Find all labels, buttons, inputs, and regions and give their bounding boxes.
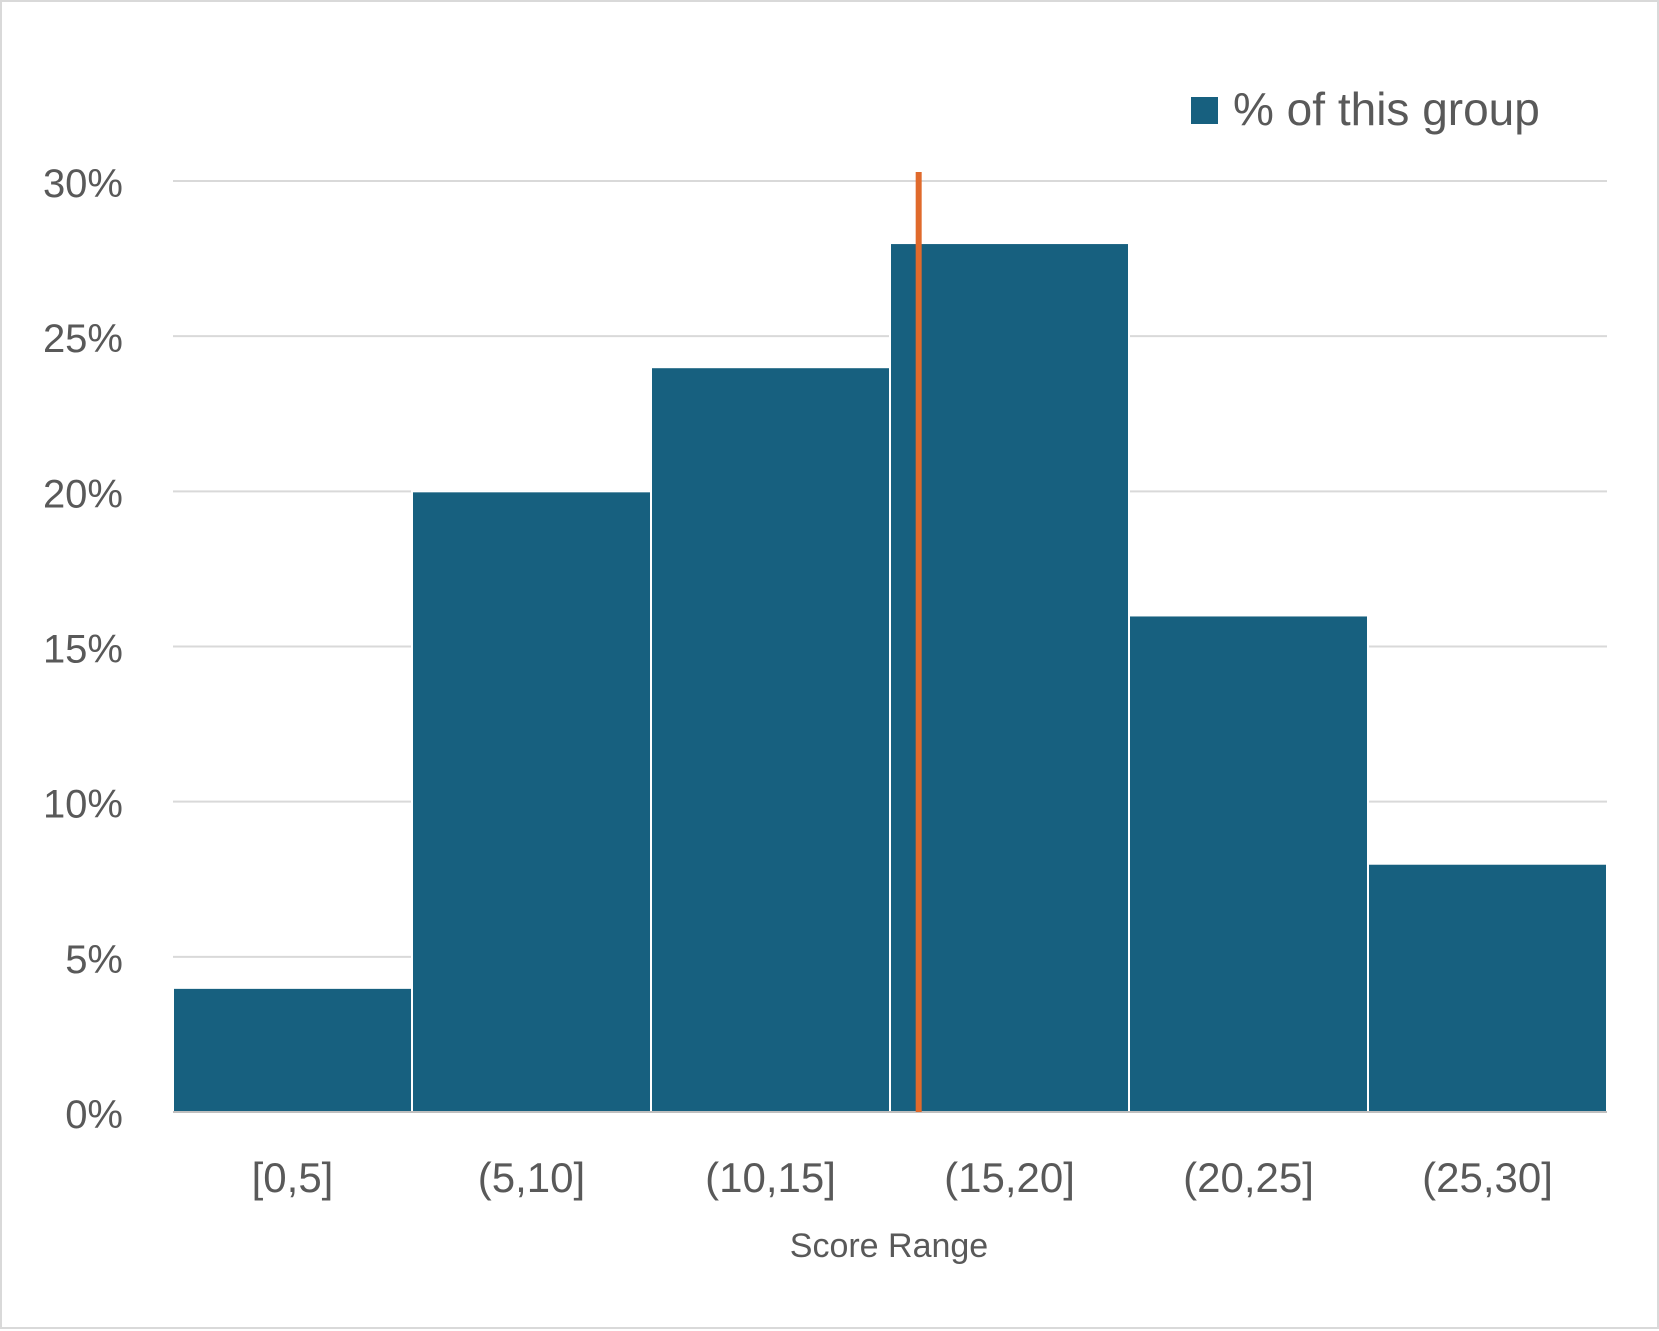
bar (1128, 614, 1369, 1113)
bar (172, 986, 413, 1113)
x-tick-label: (15,20] (944, 1154, 1075, 1201)
x-axis-title: Score Range (790, 1227, 988, 1265)
legend: % of this group (1191, 83, 1540, 135)
y-tick-label: 20% (43, 472, 123, 516)
y-tick-label: 0% (65, 1093, 123, 1137)
bar (650, 366, 891, 1113)
x-tick-label: (10,15] (705, 1154, 836, 1201)
x-tick-label: [0,5] (252, 1154, 334, 1201)
legend-swatch (1191, 97, 1218, 124)
bar (1367, 862, 1608, 1113)
y-tick-label: 5% (65, 938, 123, 982)
y-tick-label: 25% (43, 317, 123, 361)
x-tick-label: (25,30] (1422, 1154, 1553, 1201)
y-tick-label: 10% (43, 783, 123, 827)
bar (411, 490, 652, 1114)
x-axis-tick-labels: [0,5] (5,10] (10,15] (15,20] (20,25] (25,30] (252, 1154, 1553, 1201)
legend-label: % of this group (1233, 83, 1540, 135)
y-tick-label: 15% (43, 628, 123, 672)
bar (889, 242, 1130, 1114)
y-tick-label: 30% (43, 162, 123, 206)
x-tick-label: (5,10] (478, 1154, 585, 1201)
bars (172, 242, 1608, 1114)
x-tick-label: (20,25] (1183, 1154, 1314, 1201)
y-axis-tick-labels: 0% 5% 10% 15% 20% 25% 30% (43, 162, 123, 1137)
